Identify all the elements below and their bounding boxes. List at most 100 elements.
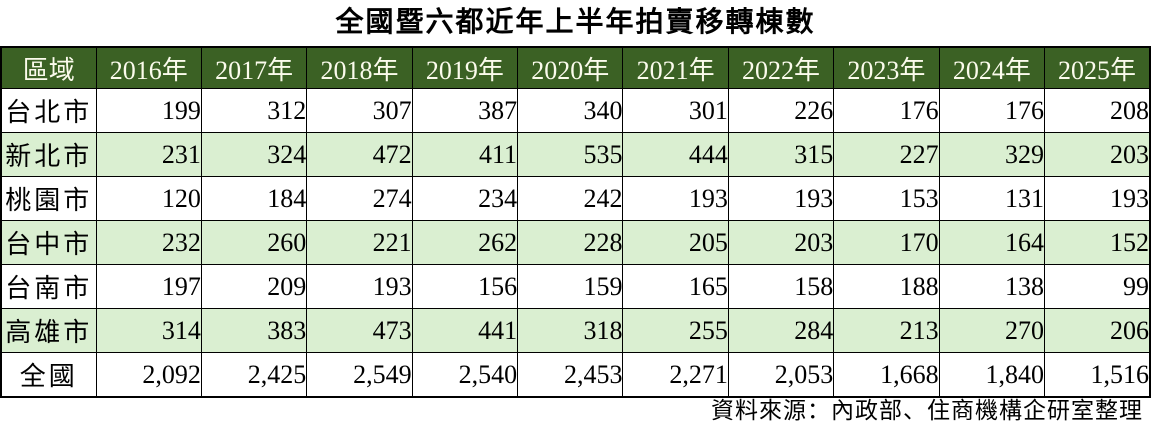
value-cell: 205 — [622, 220, 729, 265]
column-header-year: 2020年 — [517, 46, 624, 89]
value-cell: 184 — [200, 176, 308, 221]
value-cell: 472 — [306, 132, 413, 177]
auction-transfer-table: 區域 2016年 2017年 2018年 2019年 2020年 2021年 2022年 202… — [0, 46, 1151, 398]
value-cell: 209 — [200, 264, 308, 309]
value-cell: 120 — [95, 176, 202, 221]
page-title: 全國暨六都近年上半年拍賣移轉棟數 — [335, 7, 816, 38]
value-cell: 203 — [1044, 132, 1151, 177]
value-cell: 232 — [95, 220, 202, 265]
value-cell: 255 — [622, 308, 729, 353]
value-cell: 176 — [833, 88, 940, 133]
value-cell: 1,840 — [938, 352, 1046, 398]
value-cell: 165 — [622, 264, 729, 309]
value-cell: 193 — [727, 176, 835, 221]
value-cell: 318 — [517, 308, 624, 353]
table-row: 桃園市 120 184 274 234 242 193 193 153 131 193 — [0, 176, 1151, 221]
value-cell: 164 — [938, 220, 1046, 265]
column-header-year: 2024年 — [938, 46, 1046, 89]
region-cell: 台南市 — [0, 264, 97, 309]
value-cell: 329 — [938, 132, 1046, 177]
table-row: 高雄市 314 383 473 441 318 255 284 213 270 206 — [0, 308, 1151, 353]
value-cell: 2,425 — [200, 352, 308, 398]
column-header-region: 區域 — [0, 46, 97, 89]
value-cell: 131 — [938, 176, 1046, 221]
column-header-year: 2025年 — [1044, 46, 1151, 89]
table-body: 台北市 199 312 307 387 340 301 226 176 176 208 新北市 231 3… — [0, 88, 1151, 398]
value-cell: 158 — [727, 264, 835, 309]
value-cell: 242 — [517, 176, 624, 221]
column-header-year: 2017年 — [200, 46, 308, 89]
value-cell: 138 — [938, 264, 1046, 309]
value-cell: 213 — [833, 308, 940, 353]
value-cell: 208 — [1044, 88, 1151, 133]
value-cell: 2,540 — [411, 352, 519, 398]
value-cell: 284 — [727, 308, 835, 353]
value-cell: 203 — [727, 220, 835, 265]
value-cell: 312 — [200, 88, 308, 133]
region-cell: 全國 — [0, 352, 97, 398]
value-cell: 301 — [622, 88, 729, 133]
column-header-year: 2023年 — [833, 46, 940, 89]
table-row: 台南市 197 209 193 156 159 165 158 188 138 99 — [0, 264, 1151, 309]
value-cell: 2,453 — [517, 352, 624, 398]
source-note: 資料來源：內政部、住商機構企研室整理 — [711, 398, 1143, 423]
region-cell: 新北市 — [0, 132, 97, 177]
value-cell: 324 — [200, 132, 308, 177]
value-cell: 444 — [622, 132, 729, 177]
value-cell: 473 — [306, 308, 413, 353]
table-row: 台中市 232 260 221 262 228 205 203 170 164 152 — [0, 220, 1151, 265]
value-cell: 159 — [517, 264, 624, 309]
value-cell: 2,271 — [622, 352, 729, 398]
value-cell: 193 — [622, 176, 729, 221]
value-cell: 152 — [1044, 220, 1151, 265]
value-cell: 2,092 — [95, 352, 202, 398]
value-cell: 170 — [833, 220, 940, 265]
column-header-year: 2019年 — [411, 46, 519, 89]
region-cell: 台中市 — [0, 220, 97, 265]
column-header-year: 2022年 — [727, 46, 835, 89]
value-cell: 340 — [517, 88, 624, 133]
value-cell: 153 — [833, 176, 940, 221]
value-cell: 199 — [95, 88, 202, 133]
value-cell: 2,549 — [306, 352, 413, 398]
value-cell: 99 — [1044, 264, 1151, 309]
value-cell: 535 — [517, 132, 624, 177]
value-cell: 262 — [411, 220, 519, 265]
value-cell: 387 — [411, 88, 519, 133]
value-cell: 411 — [411, 132, 519, 177]
region-cell: 台北市 — [0, 88, 97, 133]
value-cell: 307 — [306, 88, 413, 133]
value-cell: 2,053 — [727, 352, 835, 398]
value-cell: 206 — [1044, 308, 1151, 353]
value-cell: 156 — [411, 264, 519, 309]
value-cell: 383 — [200, 308, 308, 353]
value-cell: 193 — [1044, 176, 1151, 221]
column-header-year: 2021年 — [622, 46, 729, 89]
value-cell: 197 — [95, 264, 202, 309]
value-cell: 231 — [95, 132, 202, 177]
table-row: 全國 2,092 2,425 2,549 2,540 2,453 2,271 2,053 1,6… — [0, 352, 1151, 398]
value-cell: 274 — [306, 176, 413, 221]
value-cell: 188 — [833, 264, 940, 309]
value-cell: 193 — [306, 264, 413, 309]
region-cell: 高雄市 — [0, 308, 97, 353]
value-cell: 1,516 — [1044, 352, 1151, 398]
value-cell: 176 — [938, 88, 1046, 133]
column-header-year: 2018年 — [306, 46, 413, 89]
value-cell: 1,668 — [833, 352, 940, 398]
table-row: 新北市 231 324 472 411 535 444 315 227 329 203 — [0, 132, 1151, 177]
value-cell: 228 — [517, 220, 624, 265]
value-cell: 270 — [938, 308, 1046, 353]
value-cell: 315 — [727, 132, 835, 177]
value-cell: 226 — [727, 88, 835, 133]
table-row: 台北市 199 312 307 387 340 301 226 176 176 208 — [0, 88, 1151, 133]
value-cell: 227 — [833, 132, 940, 177]
value-cell: 234 — [411, 176, 519, 221]
header-row: 區域 2016年 2017年 2018年 2019年 2020年 2021年 2022年 202… — [0, 46, 1151, 89]
value-cell: 441 — [411, 308, 519, 353]
region-cell: 桃園市 — [0, 176, 97, 221]
value-cell: 314 — [95, 308, 202, 353]
value-cell: 221 — [306, 220, 413, 265]
column-header-year: 2016年 — [95, 46, 202, 89]
value-cell: 260 — [200, 220, 308, 265]
